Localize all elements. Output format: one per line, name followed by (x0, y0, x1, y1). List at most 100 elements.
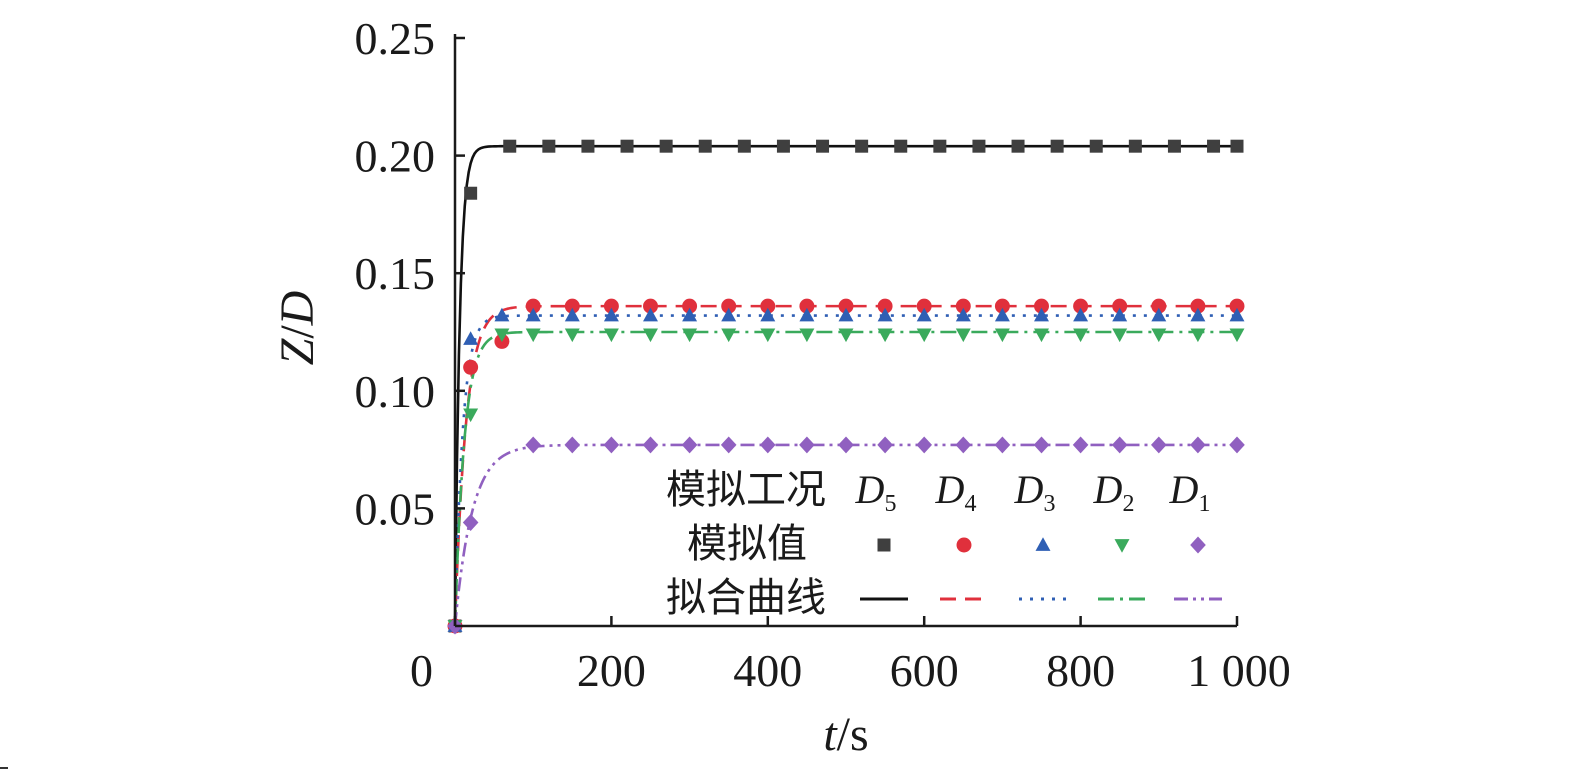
data-point (1230, 139, 1244, 153)
x-tick-label: 1 000 (1187, 645, 1291, 696)
axes: 0.05 0.10 0.15 0.20 0.25 0 200 400 600 800 1 000 (355, 13, 1291, 696)
legend-row-sim-label: 模拟值 (687, 521, 807, 566)
fit-line-D5 (453, 144, 1237, 627)
x-tick-label: 800 (1046, 645, 1115, 696)
data-point (955, 298, 971, 314)
data-point (1207, 139, 1221, 153)
data-point (581, 139, 595, 153)
legend-marker-D4 (956, 537, 972, 553)
legend-case-label: D1 (1169, 467, 1211, 517)
data-point (1011, 139, 1025, 153)
data-point (494, 307, 510, 322)
series-D5 (448, 139, 1244, 633)
data-point (681, 436, 698, 454)
data-point (816, 139, 830, 153)
data-point (525, 328, 541, 343)
y-tick-label: 0.20 (355, 131, 436, 182)
data-point (1050, 139, 1064, 153)
legend-case-label: D5 (855, 467, 897, 517)
legend: 模拟工况 模拟值 拟合曲线 D5 D4 D3 D2 D1 (666, 467, 1222, 620)
data-point (838, 307, 854, 322)
y-tick-label: 0.15 (355, 248, 436, 299)
data-point (972, 139, 986, 153)
data-point (955, 436, 972, 454)
data-point (877, 307, 893, 322)
data-point (916, 298, 932, 314)
data-point (760, 436, 776, 454)
legend-marker-D2 (1114, 539, 1130, 553)
data-point (1128, 139, 1142, 153)
data-point (643, 307, 658, 322)
data-point (894, 139, 908, 153)
data-point (1229, 298, 1245, 314)
data-point (1073, 298, 1089, 314)
data-point (603, 436, 620, 454)
data-point (994, 436, 1011, 454)
data-point (838, 328, 854, 343)
series-D4 (447, 298, 1245, 634)
fit-line-D4 (453, 304, 1237, 627)
data-point (721, 298, 737, 314)
data-point (462, 514, 479, 531)
data-point (1033, 436, 1050, 454)
series-D1 (447, 436, 1245, 635)
data-point (720, 436, 737, 454)
series-D2 (447, 328, 1245, 634)
data-point (698, 139, 712, 153)
data-point (642, 436, 659, 454)
x-tick-label: 600 (890, 645, 959, 696)
data-point (1034, 307, 1049, 322)
data-point (564, 298, 580, 314)
data-point (955, 328, 971, 343)
data-point (659, 139, 673, 153)
data-point (603, 328, 619, 343)
x-tick-label: 200 (577, 645, 646, 696)
data-point (1167, 139, 1181, 153)
data-point (1190, 436, 1206, 454)
x-axis-title: t/s (823, 708, 868, 761)
data-point (1151, 298, 1167, 314)
data-point (1229, 436, 1245, 454)
data-point (1072, 436, 1089, 454)
data-point (760, 298, 776, 314)
data-point (1034, 328, 1049, 343)
data-point (463, 408, 479, 423)
data-point (799, 328, 815, 343)
data-point (1151, 328, 1167, 343)
data-point (525, 307, 541, 322)
y-tick-label: 0.05 (355, 483, 436, 534)
legend-row-fit-label: 拟合曲线 (666, 575, 826, 620)
data-point (564, 328, 580, 343)
y-axis-title: Z/D (271, 291, 324, 366)
legend-row-case-label: 模拟工况 (666, 467, 826, 512)
data-point (1089, 139, 1103, 153)
data-point (855, 139, 869, 153)
fit-line-D2 (453, 330, 1237, 627)
x-tick-label: 400 (733, 645, 802, 696)
data-point (994, 307, 1010, 322)
data-point (760, 328, 776, 343)
data-point (760, 307, 776, 322)
data-point (1190, 328, 1206, 343)
y-tick-label: 0.25 (355, 13, 436, 64)
data-point (916, 307, 932, 322)
data-point (838, 298, 854, 314)
data-point (1112, 307, 1128, 322)
data-point (877, 328, 893, 343)
data-point (620, 139, 634, 153)
data-point (721, 307, 737, 322)
data-point (1111, 436, 1128, 454)
data-point (994, 328, 1010, 343)
data-point (682, 307, 698, 322)
data-point (463, 331, 479, 345)
data-point (1190, 298, 1206, 314)
data-point (1112, 298, 1128, 314)
legend-marker-D5 (877, 538, 891, 552)
data-point (916, 328, 932, 343)
data-point (721, 328, 737, 343)
data-point (877, 298, 893, 314)
data-point (525, 436, 541, 454)
data-point (737, 139, 751, 153)
plot-area (447, 139, 1245, 635)
